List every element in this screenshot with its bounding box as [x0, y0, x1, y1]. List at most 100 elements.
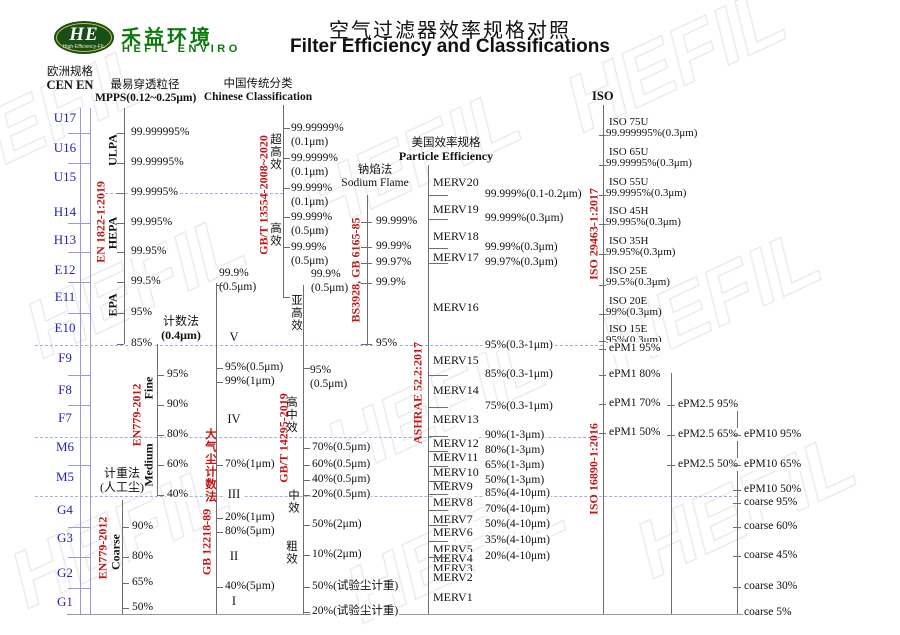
- iso16890-standard-label: ISO 16890-1:2016: [586, 423, 601, 515]
- gb12218-tick-label: 80%(5μm): [224, 525, 276, 538]
- mpps-tick-label: 99.999995%: [130, 126, 191, 139]
- iso-tick: [599, 375, 606, 376]
- cen-class-label: M5: [55, 469, 75, 484]
- sodium-header-cn: 钠焰法: [357, 164, 393, 176]
- cen-band-tick: [68, 252, 90, 253]
- mpps-header-cn: 最易穿透粒径: [110, 79, 180, 91]
- iso-grade: ISO 20E 99%(0.3μm): [606, 296, 662, 318]
- dashed-line-999995: [100, 193, 283, 194]
- mpps-tick-label: 99.995%: [130, 216, 174, 229]
- merv-efficiency-label: 50%(1-3μm): [484, 474, 546, 487]
- mpps-tick-label: 85%: [130, 337, 154, 350]
- iso-grade: ISO 35H 99.95%(0.3μm): [606, 236, 675, 258]
- mpps-axis: [124, 108, 125, 344]
- merv-efficiency-label: 85%(4-10μm): [484, 487, 551, 500]
- cen-band-tick: [68, 133, 90, 134]
- merv-grade-label: MERV13: [433, 412, 479, 426]
- efficiency-value: 99.999%: [291, 182, 333, 194]
- epm1-label: ePM1 95%: [608, 342, 662, 355]
- iso-grade: ISO 75U 99.999995%(0.3μm): [606, 117, 697, 139]
- epm25-tick: [667, 405, 675, 406]
- merv-grade-label: MERV12: [433, 436, 479, 450]
- us-header: 美国效率规格 Particle Efficiency: [395, 137, 497, 163]
- logo-monogram: HE: [69, 24, 99, 45]
- iso-grade-name: ISO 35H: [609, 235, 649, 247]
- gb12218-tick: [216, 532, 223, 533]
- merv-efficiency-label: 99.999%(0.1-0.2μm): [484, 188, 583, 201]
- hefil-logo: HE High-Efficiency-FIL: [54, 21, 114, 54]
- merv-efficiency-label: 85%(0.3-1μm): [484, 368, 554, 381]
- merv-efficiency-label: 70%(4-10μm): [484, 503, 551, 516]
- cen-class-label: U16: [53, 140, 77, 155]
- iso-axis: [603, 105, 604, 614]
- merv-tick: [428, 541, 448, 542]
- iso-grade: ISO 15E 95%(0.3μm): [606, 324, 662, 346]
- sodium-tick: [361, 222, 372, 223]
- gbt14295-tick: [303, 448, 310, 449]
- en779-fine-tick: [157, 375, 164, 376]
- gb12218-grade-label: I: [225, 595, 243, 608]
- cen-class-label: E11: [54, 289, 76, 304]
- cen-band-tick: [68, 465, 90, 466]
- dashed-line-80pct: [35, 437, 601, 438]
- iso-coarse-label: coarse 60%: [743, 520, 799, 533]
- dashed-line-85pct: [35, 345, 603, 346]
- weight-method-label: 计重法 (人工尘): [90, 466, 154, 494]
- gb12218-top-pct: 99.9%: [219, 267, 249, 279]
- iso-grade-value: 99.99995%(0.3μm): [606, 157, 692, 169]
- gbt13554-axis: [283, 105, 284, 297]
- mpps-tick-label: 99.99995%: [130, 156, 185, 169]
- gb12218-tick: [216, 465, 223, 466]
- mpps-tick-label: 99.5%: [130, 275, 162, 288]
- gb12218-tick: [216, 518, 223, 519]
- cen-band-tick: [68, 313, 90, 314]
- merv-tick: [428, 219, 448, 220]
- merv-efficiency-label: 50%(4-10μm): [484, 518, 551, 531]
- chinese-classification-header: 中国传统分类 Chinese Classification: [203, 78, 313, 104]
- merv-grade-label: MERV11: [433, 450, 479, 464]
- sodium-tick-label: 95%: [375, 337, 399, 350]
- iso-tick: [599, 135, 606, 136]
- cen-band-left-line: [80, 108, 81, 614]
- iso-tick: [599, 224, 606, 225]
- merv-efficiency-label: 95%(0.3-1μm): [484, 339, 554, 352]
- cen-header-cn: 欧洲规格: [47, 66, 93, 78]
- en779-coarse-tick: [122, 583, 129, 584]
- gbt13554-tick: [283, 158, 290, 159]
- merv-grade-label: MERV14: [433, 383, 479, 397]
- merv-tick: [428, 263, 448, 264]
- gb12218-standard-label: GB 12218-89: [199, 508, 214, 576]
- gbt13554-row: 99.999% (0.1μm): [291, 181, 332, 209]
- mpps-tick-label: 99.9995%: [130, 186, 179, 199]
- cen-class-label: F8: [58, 382, 72, 397]
- cen-band-tick: [68, 588, 90, 589]
- epm10-tick: [733, 435, 741, 436]
- cen-band-tick: [68, 375, 90, 376]
- iso-tick: [599, 314, 606, 315]
- epm25-label: ePM2.5 65%: [677, 428, 740, 441]
- gbt14295-top-value: 95% (0.5μm): [310, 363, 348, 391]
- cen-class-label: F7: [58, 410, 72, 425]
- sodium-tick: [361, 344, 372, 345]
- particle-size: (0.1μm): [291, 196, 329, 208]
- cen-class-label: G2: [57, 565, 73, 580]
- iso-grade: ISO 55U 99.9995%(0.3μm): [606, 177, 686, 199]
- coarse-group-label: Coarse: [108, 534, 123, 570]
- gbt14295-standard-label: GB/T 14295-2019: [276, 393, 291, 483]
- logo-name-cn: 禾益环境: [121, 27, 213, 49]
- en779-coarse-tick: [122, 608, 129, 609]
- particle-size: (0.5μm): [311, 282, 349, 294]
- gbt13554-row: 99.999% (0.5μm): [291, 210, 332, 238]
- gbt14295-tick-label: 10%(2μm): [311, 548, 363, 561]
- epm1-label: ePM1 70%: [608, 397, 662, 410]
- iso-grade-value: 99.999995%(0.3μm): [606, 127, 698, 139]
- epm25-axis: [671, 373, 672, 614]
- iso-grade-value: 99%(0.3μm): [606, 306, 662, 318]
- gb12218-tick-label: 70%(1μm): [224, 458, 276, 471]
- merv-grade-label: MERV2: [433, 570, 473, 584]
- page-title-cn: 空气过滤器效率规格对照: [329, 20, 571, 42]
- iso-tick: [599, 349, 606, 350]
- iso-tick: [599, 254, 606, 255]
- fine-group-label: Fine: [141, 376, 156, 400]
